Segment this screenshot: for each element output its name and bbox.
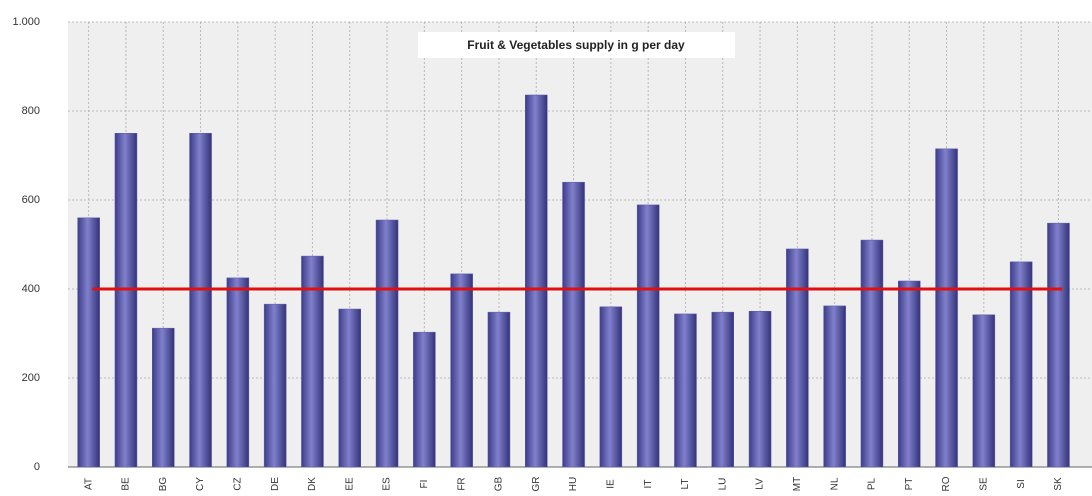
- y-tick-label: 200: [22, 372, 40, 384]
- bar: [375, 219, 399, 468]
- bar: [525, 94, 548, 468]
- x-tick-label: FR: [456, 477, 467, 490]
- bar: [263, 303, 287, 468]
- x-tick-label: IE: [605, 479, 616, 489]
- bar: [860, 239, 884, 468]
- x-tick-label: SI: [1016, 479, 1027, 488]
- x-tick-label: LU: [717, 478, 728, 491]
- y-tick-label: 1.000: [12, 16, 40, 28]
- bar: [189, 133, 212, 468]
- bar: [823, 305, 846, 468]
- x-tick-label: PT: [904, 478, 915, 491]
- x-tick-label: DK: [307, 477, 318, 491]
- bar: [636, 204, 660, 468]
- x-tick-label: EE: [344, 477, 355, 491]
- x-tick-label: NL: [829, 477, 840, 490]
- x-tick-label: SE: [978, 477, 989, 491]
- x-tick-label: SK: [1053, 477, 1064, 491]
- bar: [114, 133, 138, 468]
- x-tick-label: HU: [568, 477, 579, 491]
- x-tick-label: CZ: [232, 477, 243, 490]
- bar: [748, 311, 772, 468]
- x-tick-label: RO: [941, 476, 952, 491]
- bar: [77, 217, 100, 468]
- x-tick-label: CY: [195, 477, 206, 491]
- bar: [226, 277, 250, 468]
- x-tick-label: BE: [121, 477, 132, 491]
- y-tick-label: 600: [22, 194, 40, 206]
- y-tick-label: 400: [22, 283, 40, 295]
- y-tick-label: 0: [34, 461, 40, 473]
- x-tick-label: MT: [792, 477, 803, 491]
- x-tick-label: ES: [382, 477, 393, 491]
- x-tick-label: PL: [867, 477, 878, 490]
- bar: [487, 311, 511, 468]
- bar: [152, 327, 175, 468]
- bar: [413, 331, 436, 468]
- x-tick-label: AT: [83, 478, 94, 490]
- bar: [1047, 222, 1070, 468]
- bar: [338, 308, 361, 468]
- bar: [935, 148, 958, 468]
- bar: [599, 306, 623, 468]
- bar: [674, 313, 697, 468]
- bar: [562, 181, 585, 468]
- bar: [898, 280, 921, 468]
- chart-title: Fruit & Vegetables supply in g per day: [467, 38, 685, 52]
- x-tick-label: GR: [531, 477, 542, 492]
- x-tick-label: BG: [158, 477, 169, 492]
- x-tick-label: LT: [680, 479, 691, 490]
- x-tick-label: IT: [643, 480, 654, 489]
- bar: [786, 248, 809, 468]
- x-tick-label: LV: [755, 478, 766, 490]
- x-tick-label: FI: [419, 480, 430, 489]
- y-tick-label: 800: [22, 105, 40, 117]
- bar: [301, 255, 324, 468]
- title-box: [418, 32, 735, 58]
- x-tick-label: DE: [270, 477, 281, 491]
- bar: [450, 273, 473, 468]
- bar: [1009, 261, 1033, 468]
- x-tick-label: GB: [494, 476, 505, 491]
- bar: [711, 311, 734, 468]
- bar: [972, 314, 996, 468]
